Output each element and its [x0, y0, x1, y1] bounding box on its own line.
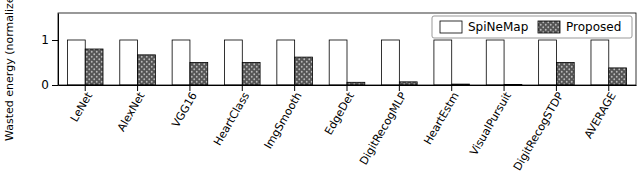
x-tick-mark [294, 85, 295, 91]
bar [329, 40, 347, 85]
bar [399, 82, 417, 85]
x-tick: HeartClass [211, 85, 252, 148]
y-axis-title: Wasted energy (normalized) [3, 0, 16, 141]
bar [190, 63, 208, 86]
x-tick: AlexNet [115, 85, 148, 134]
legend-label: SpiNeMap [468, 20, 528, 34]
bar [609, 68, 627, 85]
plot-frame [58, 13, 636, 85]
x-tick-label: EdgeDet [322, 89, 357, 137]
x-tick-label: ImgSmooth [262, 90, 305, 151]
x-tick-mark [504, 85, 505, 91]
x-tick: VisualPursuit [467, 85, 514, 158]
x-tick-mark [347, 85, 348, 91]
x-tick-label: LeNet [68, 89, 96, 124]
bar [242, 63, 260, 86]
bar [67, 40, 85, 85]
bar [434, 40, 452, 85]
x-tick-mark [399, 85, 400, 91]
x-tick-mark [85, 85, 86, 91]
bar [138, 55, 156, 85]
bar [382, 40, 400, 85]
x-tick-label: DigitRecogSTDP [511, 90, 567, 173]
x-tick: EdgeDet [322, 85, 357, 137]
legend-swatch [538, 21, 560, 33]
y-tick-label: 1 [41, 33, 49, 47]
y-tick-label: 0 [41, 78, 49, 92]
x-tick-label: VisualPursuit [467, 89, 514, 157]
x-tick-label: AVERAGE [582, 90, 619, 141]
bar [539, 40, 557, 85]
bar [556, 63, 574, 86]
y-tick: 1 [41, 33, 58, 47]
y-tick-mark [52, 40, 58, 41]
x-tick-label: HeartEstm [421, 90, 461, 147]
legend-swatch [440, 21, 462, 33]
bar [277, 40, 295, 85]
x-tick-label: AlexNet [115, 89, 148, 133]
x-tick: AVERAGE [582, 85, 619, 141]
x-tick: DigitRecogMLP [357, 85, 409, 167]
x-axis: LeNet AlexNet VGG16 HeartClassImgSmooth Edge… [59, 85, 637, 173]
y-axis-line [58, 14, 59, 86]
x-tick-mark [242, 85, 243, 91]
x-tick-mark [451, 85, 452, 91]
bar [591, 40, 609, 85]
bars [67, 40, 626, 85]
y-tick-mark [52, 85, 58, 86]
x-tick-mark [189, 85, 190, 91]
bar [486, 40, 504, 85]
bar [85, 49, 103, 85]
x-tick-mark [556, 85, 557, 91]
x-tick-mark [608, 85, 609, 91]
plot: 01LeNetAlexNetVGG16HeartClassImgSmoothEd… [41, 13, 636, 173]
bar [120, 40, 138, 85]
bar [172, 40, 190, 85]
x-tick: LeNet [68, 85, 96, 124]
legend-box [432, 16, 632, 38]
y-tick: 0 [41, 78, 58, 92]
x-tick-label: VGG16 [169, 90, 200, 130]
x-tick: HeartEstm [421, 85, 461, 147]
bar [347, 82, 365, 85]
legend: SpiNeMap Proposed [432, 16, 632, 38]
legend-label: Proposed [566, 20, 621, 34]
y-axis: 01 [41, 14, 58, 93]
x-tick: ImgSmooth [262, 85, 305, 151]
x-tick-label: DigitRecogMLP [357, 90, 409, 168]
chart: 01LeNetAlexNetVGG16HeartClassImgSmoothEd… [0, 0, 640, 185]
x-tick: VGG16 [169, 85, 200, 130]
x-tick-mark [137, 85, 138, 91]
x-tick: DigitRecogSTDP [511, 85, 567, 173]
bar [295, 57, 313, 85]
bar [224, 40, 242, 85]
x-tick-label: HeartClass [211, 90, 252, 148]
